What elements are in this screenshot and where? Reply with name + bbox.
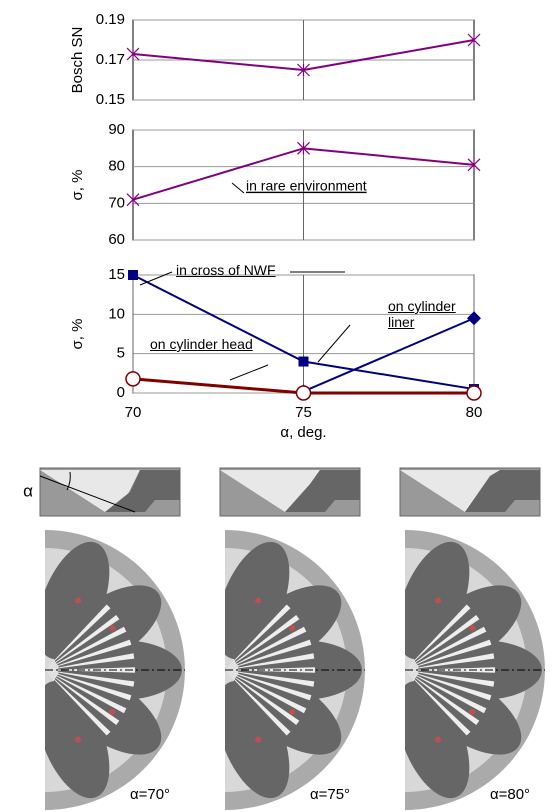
injection-point [435,597,441,603]
panel-label: α=80° [490,786,530,803]
y-tick-label: 0.15 [96,91,125,108]
marker [126,372,140,386]
y-tick-label: 0.19 [96,11,125,28]
angle-symbol: α [23,481,33,500]
y-tick-label: 10 [108,305,125,322]
y-tick-label: 70 [108,194,125,211]
injection-point [75,737,81,743]
injection-point [469,709,475,715]
injection-point [255,597,261,603]
annotation: in rare environment [246,178,367,194]
y-axis-label: σ, % [69,170,86,201]
series-label: on cylinder liner [388,298,478,330]
injection-point [75,597,81,603]
marker [467,386,481,400]
series-label: in cross of NWF [176,262,346,278]
y-axis-label: σ, % [69,319,86,350]
x-tick-label: 75 [295,404,312,421]
y-tick-label: 60 [108,231,125,248]
y-tick-label: 0 [117,384,125,401]
x-axis-label: α, deg. [280,424,326,441]
y-tick-label: 0.17 [96,51,125,68]
y-tick-label: 15 [108,266,125,283]
marker [299,357,309,367]
figure: 0.15 0.17 0.19 Bosch SN 60 70 80 90 σ, % in rare … [0,0,553,812]
series-label-box: on cylinder head [150,336,280,356]
injection-point [469,625,475,631]
x-tick-label: 80 [466,404,483,421]
x-tick-label: 70 [125,404,142,421]
injection-point [435,737,441,743]
marker [128,270,138,280]
injection-point [255,737,261,743]
injection-point [289,625,295,631]
injection-point [289,709,295,715]
y-tick-label: 90 [108,121,125,138]
panel [0,468,185,810]
y-axis-label: Bosch SN [69,27,86,94]
series-label: on cylinder head [150,336,280,352]
marker [297,386,311,400]
injection-point [109,709,115,715]
panel-label: α=70° [130,786,170,803]
y-tick-label: 80 [108,158,125,175]
y-tick-label: 5 [117,345,125,362]
panel-label: α=75° [310,786,350,803]
series-label-box: on cylinder liner [388,298,478,338]
injection-point [109,625,115,631]
